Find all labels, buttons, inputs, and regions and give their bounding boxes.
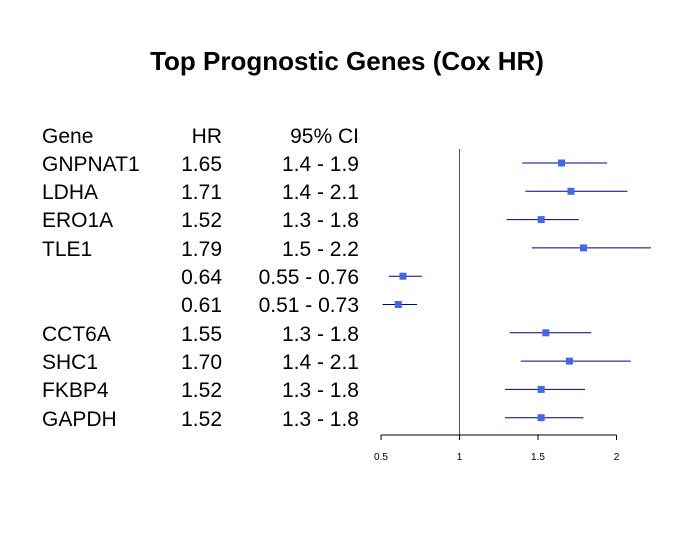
hr-value: 1.52 xyxy=(181,209,222,232)
hr-point xyxy=(537,216,545,224)
gene-label: GNPNAT1 xyxy=(42,153,140,176)
chart-title: Top Prognostic Genes (Cox HR) xyxy=(150,46,544,76)
hr-value: 0.64 xyxy=(181,266,222,289)
gene-label: TLE1 xyxy=(42,238,93,261)
x-tick-label: 1.5 xyxy=(531,452,545,463)
x-tick-label: 0.5 xyxy=(374,452,388,463)
hr-point xyxy=(537,385,545,393)
gene-label: FKBP4 xyxy=(42,379,109,402)
hr-value: 1.71 xyxy=(181,181,222,204)
gene-label: CCT6A xyxy=(42,323,111,346)
ci-value: 1.3 - 1.8 xyxy=(281,323,359,346)
ci-value: 1.3 - 1.8 xyxy=(281,209,359,232)
hr-value: 1.65 xyxy=(181,153,222,176)
hr-value: 1.52 xyxy=(181,379,222,402)
hr-value: 1.52 xyxy=(181,408,222,431)
hr-point xyxy=(567,187,575,195)
gene-label: GAPDH xyxy=(42,408,117,431)
ci-value: 1.4 - 1.9 xyxy=(281,153,359,176)
ci-value: 0.55 - 0.76 xyxy=(258,266,359,289)
hr-point xyxy=(565,357,573,365)
hr-point xyxy=(580,244,588,252)
column-header-hr: HR xyxy=(191,125,222,148)
column-header-ci: 95% CI xyxy=(290,125,359,148)
hr-point xyxy=(537,414,545,422)
hr-point xyxy=(558,159,566,167)
ci-value: 0.51 - 0.73 xyxy=(258,294,359,317)
ci-value: 1.5 - 2.2 xyxy=(281,238,359,261)
ci-value: 1.3 - 1.8 xyxy=(281,379,359,402)
hr-value: 1.55 xyxy=(181,323,222,346)
x-tick-label: 2 xyxy=(614,452,620,463)
hr-point xyxy=(542,329,550,337)
column-header-gene: Gene xyxy=(42,125,94,148)
gene-label: SHC1 xyxy=(42,351,99,374)
hr-value: 1.79 xyxy=(181,238,222,261)
hr-point xyxy=(394,301,402,308)
gene-label: LDHA xyxy=(42,181,99,204)
hr-point xyxy=(399,272,407,280)
x-tick-label: 1 xyxy=(457,452,463,463)
ci-value: 1.4 - 2.1 xyxy=(281,351,359,374)
gene-label: ERO1A xyxy=(42,209,114,232)
ci-value: 1.3 - 1.8 xyxy=(281,408,359,431)
ci-value: 1.4 - 2.1 xyxy=(281,181,359,204)
hr-value: 1.70 xyxy=(181,351,222,374)
hr-value: 0.61 xyxy=(181,294,222,317)
